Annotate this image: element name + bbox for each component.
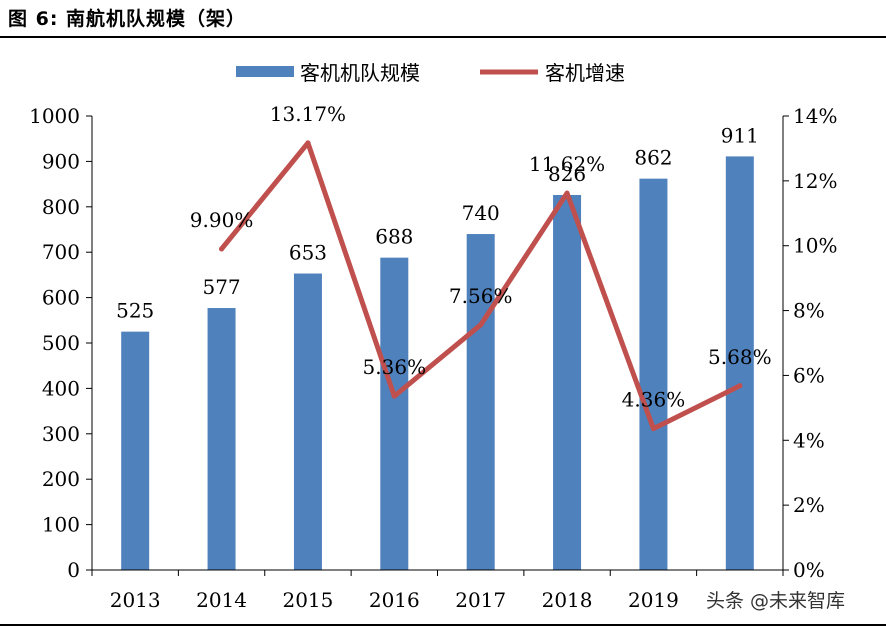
left-tick-label: 900 [42,149,80,173]
x-tick-label: 2014 [196,588,247,612]
bar-value-label: 911 [721,123,759,147]
growth-value-label: 5.68% [708,345,772,369]
bar [293,273,322,570]
left-tick-label: 1000 [29,104,80,128]
bar [553,194,582,570]
left-tick-label: 700 [42,240,80,264]
growth-point [564,190,570,196]
bar [380,257,409,570]
bar-value-label: 862 [634,146,672,170]
growth-point [737,383,743,389]
title-rule [0,36,886,38]
watermark: 头条 @未来智库 [706,590,846,612]
growth-point [391,393,397,399]
left-tick-label: 600 [42,286,80,310]
growth-value-label: 11.62% [529,152,605,176]
line-series [219,140,743,432]
left-tick-label: 800 [42,195,80,219]
left-axis: 0 100 200 300 400 500 600 700 800 900 1000 [29,104,93,582]
x-tick-label: 2015 [282,588,333,612]
left-tick-label: 300 [42,422,80,446]
x-tick-label: 2016 [369,588,420,612]
right-tick-label: 8% [793,299,825,323]
growth-value-label: 13.17% [270,102,346,126]
legend-bar-swatch [236,66,294,77]
figure-title: 图 6: 南航机队规模（架） [8,8,247,30]
bar-value-label: 653 [289,241,327,265]
left-tick-label: 400 [42,376,80,400]
growth-value-label: 4.36% [622,388,686,412]
right-tick-label: 14% [793,104,837,128]
bar-value-label: 826 [548,162,586,186]
x-tick-label: 2019 [628,588,679,612]
bar-value-label: 740 [462,201,500,225]
right-tick-label: 0% [793,558,825,582]
legend: 客机机队规模 客机增速 [236,61,625,85]
bottom-rule [0,624,886,626]
left-tick-label: 500 [42,331,80,355]
right-axis: 0% 2% 4% 6% 8% 10% 12% 14% [782,104,837,582]
bar [121,331,150,570]
growth-point [650,426,656,432]
legend-line-label: 客机增速 [545,61,625,85]
left-tick-label: 0 [67,558,80,582]
right-tick-label: 12% [793,169,837,193]
right-tick-label: 6% [793,363,825,387]
left-tick-label: 200 [42,467,80,491]
x-axis: 2013 2014 2015 2016 2017 2018 2019 [91,569,784,612]
right-tick-label: 4% [793,428,825,452]
growth-point [305,140,311,146]
legend-bar-label: 客机机队规模 [300,61,420,85]
growth-value-label: 5.36% [363,355,427,379]
bar-series [121,156,754,571]
growth-value-label: 9.90% [190,208,254,232]
bar-value-label: 688 [375,225,413,249]
bar [725,156,754,570]
bar [207,308,236,570]
x-tick-label: 2018 [542,588,593,612]
bar [466,234,495,571]
bar-value-label: 577 [202,275,240,299]
right-tick-label: 2% [793,493,825,517]
growth-point [219,246,225,252]
bar-labels: 525 577 653 688 740 826 862 911 [116,123,759,322]
right-tick-label: 10% [793,234,837,258]
bar-value-label: 525 [116,299,154,323]
growth-point [478,322,484,328]
x-tick-label: 2013 [110,588,161,612]
line-labels: 9.90% 13.17% 5.36% 7.56% 11.62% 4.36% 5.68% [190,102,772,412]
x-tick-label: 2017 [455,588,506,612]
growth-value-label: 7.56% [449,284,513,308]
left-tick-label: 100 [42,513,80,537]
bar [639,178,668,571]
